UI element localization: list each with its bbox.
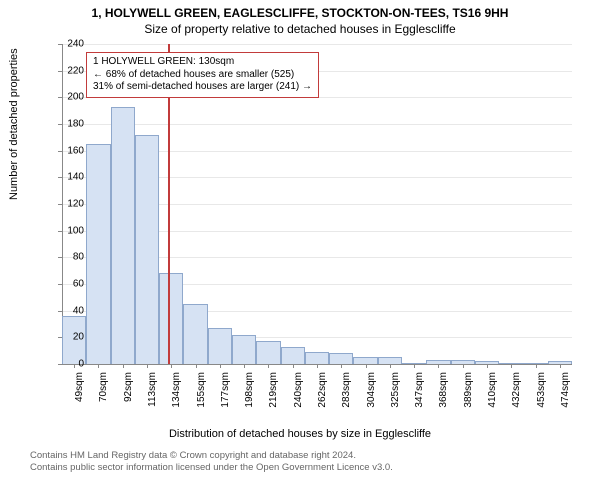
histogram-bar xyxy=(135,135,159,364)
x-axis-label: Distribution of detached houses by size … xyxy=(0,428,600,440)
x-tick-mark xyxy=(317,364,318,368)
x-tick-label: 240sqm xyxy=(293,372,304,422)
x-tick-label: 432sqm xyxy=(511,372,522,422)
x-tick-mark xyxy=(487,364,488,368)
x-tick-mark xyxy=(560,364,561,368)
x-tick-mark xyxy=(98,364,99,368)
histogram-bar xyxy=(208,328,232,364)
x-tick-label: 155sqm xyxy=(196,372,207,422)
y-tick-label: 160 xyxy=(54,145,84,156)
x-tick-mark xyxy=(171,364,172,368)
x-tick-label: 49sqm xyxy=(74,372,85,422)
y-tick-label: 180 xyxy=(54,119,84,130)
x-tick-label: 70sqm xyxy=(98,372,109,422)
histogram-bar xyxy=(111,107,135,364)
x-tick-mark xyxy=(293,364,294,368)
y-tick-label: 200 xyxy=(54,92,84,103)
x-tick-mark xyxy=(390,364,391,368)
x-tick-label: 325sqm xyxy=(390,372,401,422)
x-tick-label: 389sqm xyxy=(463,372,474,422)
y-tick-label: 240 xyxy=(54,39,84,50)
footer-line1: Contains HM Land Registry data © Crown c… xyxy=(30,450,393,462)
x-tick-label: 304sqm xyxy=(366,372,377,422)
x-tick-mark xyxy=(244,364,245,368)
histogram-bar xyxy=(232,335,256,364)
y-tick-label: 80 xyxy=(54,252,84,263)
y-tick-label: 60 xyxy=(54,279,84,290)
histogram-bar xyxy=(86,144,110,364)
y-tick-label: 220 xyxy=(54,65,84,76)
x-tick-label: 177sqm xyxy=(220,372,231,422)
histogram-bar xyxy=(353,357,377,364)
annotation-line3: 31% of semi-detached houses are larger (… xyxy=(93,81,312,94)
x-tick-label: 283sqm xyxy=(341,372,352,422)
x-tick-mark xyxy=(147,364,148,368)
annotation-line1: 1 HOLYWELL GREEN: 130sqm xyxy=(93,56,312,69)
annotation-line2: ← 68% of detached houses are smaller (52… xyxy=(93,69,312,82)
x-tick-mark xyxy=(74,364,75,368)
x-tick-label: 474sqm xyxy=(560,372,571,422)
x-tick-label: 113sqm xyxy=(147,372,158,422)
chart-title-line1: 1, HOLYWELL GREEN, EAGLESCLIFFE, STOCKTO… xyxy=(0,0,600,20)
y-tick-label: 140 xyxy=(54,172,84,183)
footer-line2: Contains public sector information licen… xyxy=(30,462,393,474)
chart-container: { "title_line1": "1, HOLYWELL GREEN, EAG… xyxy=(0,0,600,500)
x-tick-label: 368sqm xyxy=(438,372,449,422)
x-tick-mark xyxy=(341,364,342,368)
x-tick-mark xyxy=(196,364,197,368)
y-tick-label: 120 xyxy=(54,199,84,210)
x-tick-label: 219sqm xyxy=(268,372,279,422)
x-tick-mark xyxy=(366,364,367,368)
chart-title-line2: Size of property relative to detached ho… xyxy=(0,20,600,36)
histogram-bar xyxy=(281,347,305,364)
histogram-bar xyxy=(183,304,207,364)
y-tick-label: 100 xyxy=(54,225,84,236)
y-axis-label: Number of detached properties xyxy=(8,48,20,200)
x-tick-mark xyxy=(511,364,512,368)
histogram-bar xyxy=(329,353,353,364)
x-tick-mark xyxy=(220,364,221,368)
annotation-box: 1 HOLYWELL GREEN: 130sqm ← 68% of detach… xyxy=(86,52,319,98)
x-tick-label: 453sqm xyxy=(536,372,547,422)
x-tick-mark xyxy=(438,364,439,368)
y-tick-label: 40 xyxy=(54,305,84,316)
x-tick-mark xyxy=(536,364,537,368)
y-tick-label: 20 xyxy=(54,332,84,343)
x-tick-mark xyxy=(414,364,415,368)
x-tick-label: 262sqm xyxy=(317,372,328,422)
histogram-bar xyxy=(159,273,183,364)
x-tick-label: 347sqm xyxy=(414,372,425,422)
footer: Contains HM Land Registry data © Crown c… xyxy=(30,450,393,475)
histogram-bar xyxy=(256,341,280,364)
histogram-bar xyxy=(378,357,402,364)
x-tick-mark xyxy=(268,364,269,368)
x-tick-label: 410sqm xyxy=(487,372,498,422)
y-tick-label: 0 xyxy=(54,359,84,370)
x-tick-label: 92sqm xyxy=(123,372,134,422)
x-tick-mark xyxy=(463,364,464,368)
x-tick-label: 198sqm xyxy=(244,372,255,422)
x-tick-label: 134sqm xyxy=(171,372,182,422)
histogram-bar xyxy=(305,352,329,364)
x-tick-mark xyxy=(123,364,124,368)
